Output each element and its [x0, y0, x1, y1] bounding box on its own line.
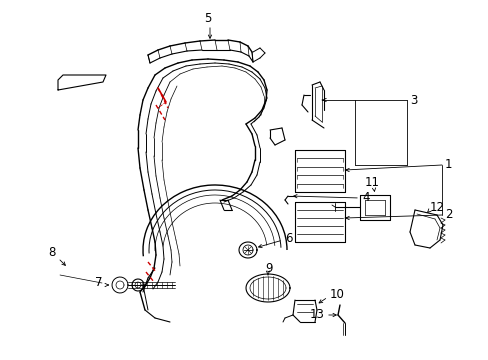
Text: 11: 11 — [364, 176, 379, 189]
Text: 3: 3 — [409, 94, 417, 107]
Text: 1: 1 — [444, 158, 451, 171]
Text: 9: 9 — [264, 261, 272, 274]
Text: 5: 5 — [204, 12, 211, 24]
Text: 2: 2 — [444, 208, 451, 221]
Text: 10: 10 — [329, 288, 344, 301]
Text: 4: 4 — [361, 192, 369, 204]
Text: 8: 8 — [48, 247, 56, 260]
Text: 7: 7 — [94, 276, 102, 289]
Text: 13: 13 — [309, 309, 325, 321]
Text: 12: 12 — [429, 202, 444, 215]
Text: 6: 6 — [285, 231, 292, 244]
